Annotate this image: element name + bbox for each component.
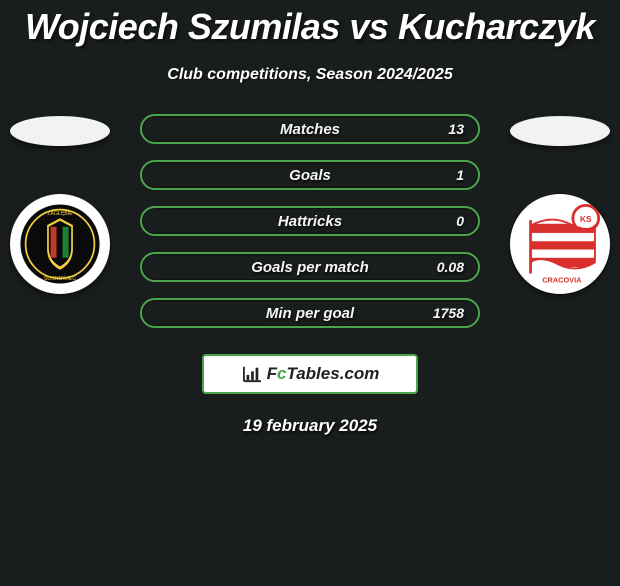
stat-label: Matches — [280, 121, 340, 138]
stat-label: Goals — [289, 167, 331, 184]
main-content: ZAGŁĘBIE SOSNOWIEC KS — [0, 114, 620, 328]
cracovia-badge-icon: KS CRACOVIA — [514, 198, 606, 290]
stat-value: 0.08 — [437, 259, 464, 275]
brand-text: FcTables.com — [267, 364, 380, 384]
player-right-avatar — [510, 116, 610, 146]
stat-row-goals: Goals 1 — [140, 160, 480, 190]
brand-attribution: FcTables.com — [202, 354, 418, 394]
stat-row-hattricks: Hattricks 0 — [140, 206, 480, 236]
stat-value: 0 — [456, 213, 464, 229]
zaglebie-badge-icon: ZAGŁĘBIE SOSNOWIEC — [17, 201, 103, 287]
stat-value: 1 — [456, 167, 464, 183]
subtitle: Club competitions, Season 2024/2025 — [0, 66, 620, 84]
player-right-column: KS CRACOVIA — [500, 114, 620, 294]
stat-value: 13 — [448, 121, 464, 137]
stat-label: Min per goal — [266, 305, 354, 322]
stat-label: Goals per match — [251, 259, 369, 276]
stats-list: Matches 13 Goals 1 Hattricks 0 Goals per… — [140, 114, 480, 328]
svg-text:CRACOVIA: CRACOVIA — [542, 276, 582, 285]
stat-row-goals-per-match: Goals per match 0.08 — [140, 252, 480, 282]
stat-row-matches: Matches 13 — [140, 114, 480, 144]
stat-row-min-per-goal: Min per goal 1758 — [140, 298, 480, 328]
player-left-avatar — [10, 116, 110, 146]
svg-text:KS: KS — [580, 215, 592, 224]
bar-chart-icon — [241, 365, 263, 383]
stat-value: 1758 — [433, 305, 464, 321]
date-text: 19 february 2025 — [0, 416, 620, 436]
svg-text:ZAGŁĘBIE: ZAGŁĘBIE — [47, 211, 73, 217]
stat-label: Hattricks — [278, 213, 342, 230]
svg-text:SOSNOWIEC: SOSNOWIEC — [44, 276, 76, 282]
page-title: Wojciech Szumilas vs Kucharczyk — [0, 6, 620, 48]
player-right-club-badge: KS CRACOVIA — [510, 194, 610, 294]
player-left-club-badge: ZAGŁĘBIE SOSNOWIEC — [10, 194, 110, 294]
player-left-column: ZAGŁĘBIE SOSNOWIEC — [0, 114, 120, 294]
